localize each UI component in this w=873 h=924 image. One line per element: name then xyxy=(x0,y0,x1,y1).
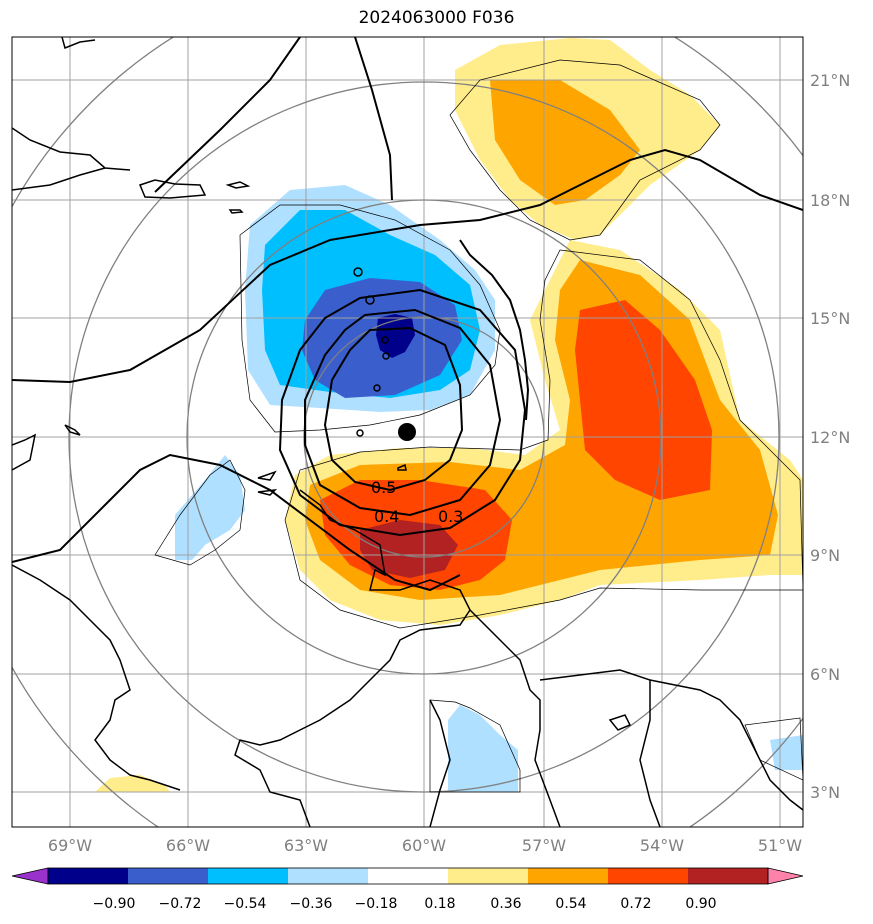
streamline-north xyxy=(12,148,803,384)
colorbar-segment xyxy=(368,868,449,884)
negative-region-south xyxy=(448,705,518,792)
colorbar-segment xyxy=(288,868,369,884)
lon-tick: 69°W xyxy=(48,836,92,855)
lat-tick: 6°N xyxy=(810,665,840,684)
positive-region-sw xyxy=(95,775,170,792)
colorbar-label: −0.90 xyxy=(93,896,136,912)
negative-region-west xyxy=(175,455,245,560)
lon-tick: 54°W xyxy=(640,836,684,855)
lon-tick: 63°W xyxy=(284,836,328,855)
colorbar-label: 0.90 xyxy=(685,896,716,912)
contour-labels: 0.5 0.4 0.3 xyxy=(371,478,463,526)
lon-tick: 51°W xyxy=(758,836,802,855)
lat-tick: 18°N xyxy=(810,191,850,210)
positive-region-east-red xyxy=(575,300,712,500)
contour-0-3 xyxy=(278,288,527,537)
bold-contours xyxy=(12,37,803,592)
streamline-west-north xyxy=(154,37,301,193)
colorbar-label: −0.54 xyxy=(224,896,267,912)
colorbar-label: −0.36 xyxy=(290,896,333,912)
streamline-east xyxy=(459,239,530,421)
storm-center-marker xyxy=(398,423,416,441)
colorbar-label: 0.72 xyxy=(620,896,651,912)
contour-label-0-3: 0.3 xyxy=(438,507,463,526)
map-title: 2024063000 F036 xyxy=(358,8,515,28)
colorbar-label: −0.72 xyxy=(159,896,202,912)
lon-tick: 57°W xyxy=(522,836,566,855)
colorbar-segment xyxy=(208,868,289,884)
colorbar-segment xyxy=(128,868,209,884)
contour-0-5 xyxy=(323,326,464,492)
streamline-upper xyxy=(354,37,393,201)
thin-contours xyxy=(154,59,803,793)
map-frame xyxy=(11,36,804,828)
colorbar-segment xyxy=(48,868,129,884)
colorbar-label: 0.36 xyxy=(490,896,521,912)
colorbar-extend-max xyxy=(767,867,804,885)
contour-label-0-4: 0.4 xyxy=(374,507,399,526)
lat-tick: 21°N xyxy=(810,71,850,90)
coastlines xyxy=(12,37,803,827)
colorbar-segment xyxy=(688,868,769,884)
lat-tick: 9°N xyxy=(810,546,840,565)
colorbar-segment xyxy=(608,868,689,884)
lat-tick-labels: 21°N 18°N 15°N 12°N 9°N 6°N 3°N xyxy=(810,71,850,802)
positive-region-south-darkred xyxy=(360,520,458,578)
contour-label-0-5: 0.5 xyxy=(371,478,396,497)
colorbar-label: 0.54 xyxy=(555,896,586,912)
colorbar-extend-min xyxy=(11,867,49,885)
contour-0-4 xyxy=(304,308,502,517)
colorbar-label: 0.18 xyxy=(424,896,455,912)
colorbar-border xyxy=(47,867,769,885)
lon-tick: 60°W xyxy=(402,836,446,855)
colorbar-label: −0.18 xyxy=(355,896,398,912)
lat-tick: 3°N xyxy=(810,783,840,802)
lat-tick: 15°N xyxy=(810,309,850,328)
colorbar xyxy=(11,867,804,885)
colorbar-segment xyxy=(528,868,609,884)
lat-tick: 12°N xyxy=(810,428,850,447)
lon-tick: 66°W xyxy=(166,836,210,855)
lon-tick-labels: 69°W 66°W 63°W 60°W 57°W 54°W 51°W xyxy=(48,836,802,855)
colorbar-labels: −0.90 −0.72 −0.54 −0.36 −0.18 0.18 0.36 … xyxy=(93,896,717,912)
negative-region-navy xyxy=(376,314,415,358)
streamline-south xyxy=(12,453,461,592)
colorbar-segment xyxy=(448,868,529,884)
filled-contours xyxy=(95,38,803,792)
negative-region-east xyxy=(770,735,803,770)
